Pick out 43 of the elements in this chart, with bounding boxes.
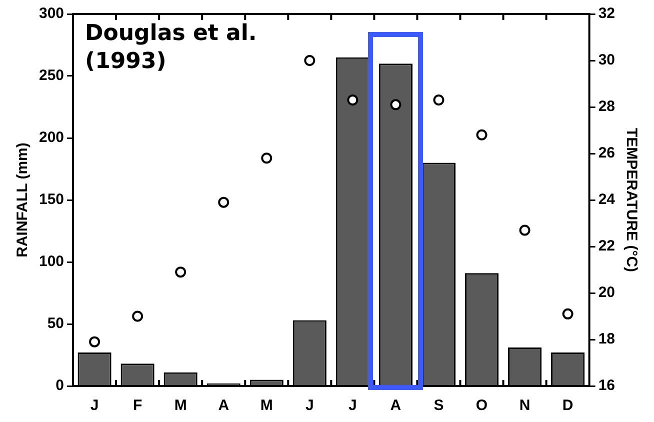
y-tick-label: 150 [38, 191, 64, 208]
x-tick-label: J [348, 397, 357, 414]
x-tick-label: A [390, 397, 402, 414]
y2-tick-label: 32 [598, 5, 616, 22]
y2-tick-label: 24 [598, 191, 616, 208]
y-tick-label: 300 [38, 5, 64, 22]
y2-tick-label: 30 [598, 52, 616, 69]
x-tick-label: S [434, 397, 444, 414]
x-tick-label: M [174, 397, 187, 414]
y2-tick-label: 28 [598, 98, 616, 116]
x-tick-label: J [305, 397, 314, 414]
point [390, 99, 402, 110]
x-tick-label: F [132, 397, 142, 414]
x-tick-label: M [260, 397, 273, 414]
point [347, 94, 358, 106]
point [476, 129, 488, 140]
x-tick-label: O [476, 397, 488, 414]
point [519, 224, 530, 236]
y-tick-label: 100 [38, 253, 64, 270]
point [132, 310, 144, 322]
y2-tick-label: 16 [598, 377, 616, 394]
y-tick-label: 250 [38, 67, 64, 84]
x-tick-label: A [218, 397, 230, 414]
annotation: Douglas et al. (1993) [85, 20, 258, 76]
y2-axis-title: TEMPERATURE (°C) [622, 128, 640, 272]
y-axis-title: RAINFALL (mm) [14, 142, 32, 258]
point [89, 336, 100, 348]
point [433, 94, 444, 106]
x-tick-label: N [519, 397, 530, 414]
point [304, 55, 316, 66]
x-tick-label: D [562, 397, 574, 414]
x-tick-label: J [90, 397, 99, 414]
point [218, 196, 230, 208]
y-tick-label: 0 [56, 377, 64, 394]
y-tick-label: 50 [47, 315, 64, 332]
point [562, 308, 574, 320]
y2-tick-label: 22 [598, 238, 616, 255]
point [175, 266, 186, 278]
y2-tick-label: 18 [598, 330, 616, 348]
y-tick-label: 200 [38, 129, 64, 146]
y2-tick-label: 26 [598, 144, 616, 162]
point [261, 152, 272, 164]
y2-tick-label: 20 [598, 284, 616, 302]
